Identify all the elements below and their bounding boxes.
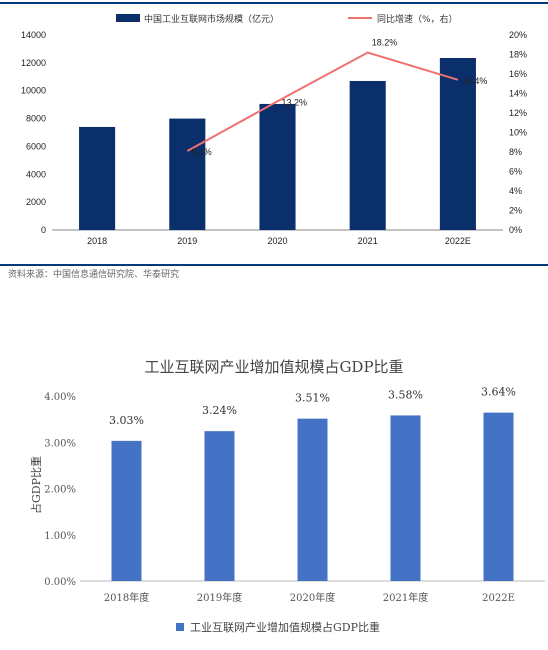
growth-data-label: 8.1% xyxy=(191,147,212,157)
gdp-share-bar xyxy=(297,418,328,581)
gdp-share-bar xyxy=(204,431,235,581)
bottom-y-tick-label: 3.00% xyxy=(44,438,76,449)
bottom-axes: 0.00% 1.00% 2.00% 3.00% 4.00% 2018年度 2019年度 202… xyxy=(44,392,545,604)
bottom-y-tick-label: 4.00% xyxy=(44,392,76,403)
top-y-tick-label: 0 xyxy=(41,225,46,235)
gdp-share-bar xyxy=(483,412,514,581)
top-y2-tick-label: 18% xyxy=(509,50,527,60)
top-y2-tick-label: 6% xyxy=(509,167,522,177)
gdp-share-data-label: 3.64% xyxy=(481,386,516,399)
gdp-share-bar xyxy=(111,440,142,581)
top-x-tick-label: 2020 xyxy=(267,236,287,246)
top-x-tick-label: 2019 xyxy=(177,236,197,246)
market-size-chart: 中国工业互联网市场规模（亿元） 同比增速（%，右） 0 2000 4000 6000 8… xyxy=(21,13,527,246)
top-y2-tick-label: 14% xyxy=(509,89,527,99)
source-note: 资料来源：中国信息通信研究院、华泰研究 xyxy=(8,270,180,280)
top-y2-tick-label: 12% xyxy=(509,108,527,118)
top-x-tick-label: 2021 xyxy=(358,236,378,246)
top-y2-tick-label: 10% xyxy=(509,128,527,138)
top-y-tick-label: 6000 xyxy=(26,141,46,151)
bottom-chart-title: 工业互联网产业增加值规模占GDP比重 xyxy=(144,358,403,376)
bottom-legend-label: 工业互联网产业增加值规模占GDP比重 xyxy=(190,620,380,634)
top-y2-tick-label: 2% xyxy=(509,206,522,216)
bottom-legend-swatch xyxy=(176,623,184,631)
growth-data-label: 15.4% xyxy=(462,76,488,86)
bottom-x-tick-label: 2018年度 xyxy=(104,591,149,604)
bottom-y-tick-label: 1.00% xyxy=(44,531,76,542)
market-size-bar xyxy=(79,126,116,230)
growth-data-label: 13.2% xyxy=(282,97,308,107)
top-divider xyxy=(0,2,548,4)
bottom-x-tick-label: 2020年度 xyxy=(290,591,335,604)
top-y-tick-label: 4000 xyxy=(26,169,46,179)
bottom-y-axis-label: 占GDP比重 xyxy=(29,456,43,514)
gdp-share-data-label: 3.51% xyxy=(295,392,330,405)
gdp-share-bar xyxy=(390,415,421,581)
top-y-tick-label: 14000 xyxy=(21,30,46,40)
top-y2-tick-label: 20% xyxy=(509,30,527,40)
top-legend: 中国工业互联网市场规模（亿元） 同比增速（%，右） xyxy=(116,13,458,25)
top-y-tick-label: 2000 xyxy=(26,197,46,207)
bottom-x-tick-label: 2022E xyxy=(482,593,515,604)
growth-line xyxy=(186,51,459,152)
top-y-tick-label: 8000 xyxy=(26,114,46,124)
top-y2-tick-label: 8% xyxy=(509,147,522,157)
top-x-tick-label: 2022E xyxy=(445,236,471,246)
market-size-bar xyxy=(349,80,386,230)
market-size-bar xyxy=(169,118,206,230)
legend-bar-label: 中国工业互联网市场规模（亿元） xyxy=(144,13,279,25)
bottom-x-tick-label: 2021年度 xyxy=(383,591,428,604)
bottom-legend: 工业互联网产业增加值规模占GDP比重 xyxy=(176,620,380,634)
market-size-bar xyxy=(439,57,476,230)
bottom-y-tick-label: 0.00% xyxy=(44,577,76,588)
top-x-tick-label: 2018 xyxy=(87,236,107,246)
bottom-y-tick-label: 2.00% xyxy=(44,485,76,496)
top-y-tick-label: 10000 xyxy=(21,86,46,96)
top-y2-tick-label: 0% xyxy=(509,225,522,235)
bottom-x-tick-label: 2019年度 xyxy=(197,591,242,604)
gdp-share-data-label: 3.24% xyxy=(202,404,237,417)
gdp-share-chart: 工业互联网产业增加值规模占GDP比重 占GDP比重 0.00% 1.00% 2.00… xyxy=(29,358,545,634)
legend-line-label: 同比增速（%，右） xyxy=(377,13,458,25)
top-y2-tick-label: 16% xyxy=(509,69,527,79)
top-axes: 0 2000 4000 6000 8000 10000 12000 14000 0% 2% 4% 6%… xyxy=(21,30,527,246)
gdp-share-data-label: 3.03% xyxy=(109,414,144,427)
top-bars xyxy=(79,57,476,230)
growth-data-label: 18.2% xyxy=(372,38,398,48)
market-size-bar xyxy=(259,103,296,230)
top-growth-line: 8.1% 13.2% 18.2% 15.4% xyxy=(186,38,488,157)
top-y2-tick-label: 4% xyxy=(509,186,522,196)
bottom-bars: 3.03% 3.24% 3.51% 3.58% 3.64% xyxy=(109,386,516,581)
top-y-tick-label: 12000 xyxy=(21,58,46,68)
gdp-share-data-label: 3.58% xyxy=(388,388,423,401)
legend-bar-swatch xyxy=(116,14,140,22)
middle-divider xyxy=(0,264,548,266)
